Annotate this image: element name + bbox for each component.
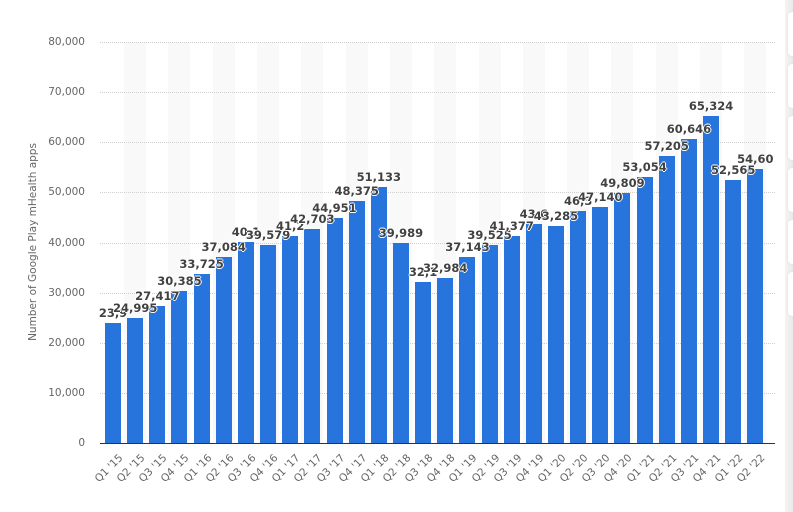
- y-tick-label: 0: [78, 437, 85, 449]
- bar-value-label: 39,525: [467, 227, 512, 242]
- bar[interactable]: [260, 244, 277, 443]
- bar-value-label: 46,3: [563, 193, 593, 208]
- bar[interactable]: [171, 290, 188, 443]
- bar-value-label: 39,989: [378, 225, 424, 240]
- bar-value-label: 49,809: [600, 176, 645, 191]
- bar-value-label: 57,205: [644, 139, 689, 154]
- bar[interactable]: [503, 235, 520, 443]
- bar[interactable]: [149, 305, 166, 443]
- bar[interactable]: [415, 282, 432, 443]
- bar[interactable]: [658, 156, 675, 443]
- bar[interactable]: [215, 257, 232, 443]
- bar-value-label: 32,984: [423, 260, 468, 275]
- side-panel-button[interactable]: [788, 272, 793, 316]
- bar[interactable]: [747, 169, 764, 443]
- bar-value-label: 30,385: [157, 273, 202, 288]
- bar-value-label: 41,2: [276, 219, 305, 234]
- bar[interactable]: [703, 115, 720, 443]
- bar-value-label: 40,1: [231, 224, 261, 239]
- bar[interactable]: [304, 228, 321, 443]
- bar-value-label: 54,60: [737, 152, 774, 167]
- y-tick-label: 60,000: [48, 136, 85, 149]
- bar[interactable]: [614, 193, 631, 443]
- bar[interactable]: [525, 224, 542, 443]
- bar-value-label: 42,703: [290, 211, 335, 226]
- bar[interactable]: [636, 177, 653, 443]
- y-tick-label: 80,000: [48, 36, 85, 48]
- bar-value-label: 23,9: [98, 305, 128, 320]
- bar-value-label: 32,1: [408, 265, 438, 280]
- y-tick-label: 30,000: [48, 286, 85, 299]
- side-panel-button[interactable]: [788, 116, 793, 160]
- bar-value-label: 37,084: [201, 240, 246, 255]
- bar[interactable]: [237, 241, 254, 443]
- bar[interactable]: [725, 179, 742, 443]
- bar-value-label: 41,377: [489, 218, 534, 233]
- bar-value-label: 33,725: [179, 256, 224, 271]
- bar[interactable]: [282, 236, 299, 443]
- bar[interactable]: [370, 186, 387, 443]
- bar-value-label: 43,6: [519, 207, 549, 222]
- bar[interactable]: [548, 226, 564, 443]
- gridline: [100, 92, 775, 94]
- bar[interactable]: [570, 210, 587, 443]
- bar-value-label: 51,133: [356, 169, 401, 184]
- gridline: [100, 192, 775, 194]
- y-tick-label: 10,000: [48, 386, 85, 399]
- bar-value-label: 47,140: [578, 189, 623, 204]
- bar[interactable]: [592, 206, 609, 443]
- y-tick-label: 20,000: [48, 336, 85, 349]
- bar-value-label: 48,375: [334, 183, 379, 198]
- bar-value-label: 43,285: [533, 209, 579, 224]
- bar[interactable]: [437, 277, 454, 443]
- bar[interactable]: [348, 200, 365, 443]
- bar-value-label: 37,143: [445, 239, 490, 254]
- bar-value-label: 65,324: [688, 98, 734, 113]
- bar[interactable]: [459, 256, 476, 443]
- bar-value-label: 24,995: [112, 300, 158, 315]
- bar-value-label: 60,646: [666, 122, 712, 136]
- bar[interactable]: [326, 217, 343, 443]
- y-tick-label: 70,000: [48, 86, 85, 99]
- gridline: [100, 42, 775, 43]
- bar-value-label: 53,054: [622, 160, 667, 175]
- bar[interactable]: [481, 244, 498, 443]
- bar[interactable]: [105, 322, 121, 443]
- bar[interactable]: [392, 242, 409, 443]
- bar[interactable]: [193, 273, 210, 443]
- bar[interactable]: [680, 139, 697, 443]
- side-panel-button[interactable]: [788, 64, 793, 108]
- side-panel-button[interactable]: [788, 220, 793, 264]
- x-axis-line: [100, 443, 775, 444]
- gridline: [100, 142, 775, 144]
- gridline: [100, 242, 775, 244]
- side-panel-button[interactable]: [788, 168, 793, 212]
- bar[interactable]: [127, 317, 144, 443]
- y-tick-label: 50,000: [48, 186, 85, 199]
- bar-value-label: 27,417: [135, 288, 180, 303]
- bar-value-label: 39,579: [245, 227, 291, 242]
- y-tick-label: 40,000: [48, 236, 85, 249]
- bar-value-label: 44,951: [312, 200, 357, 215]
- side-panel-button[interactable]: [788, 12, 793, 56]
- bar-value-label: 52,565: [710, 162, 756, 177]
